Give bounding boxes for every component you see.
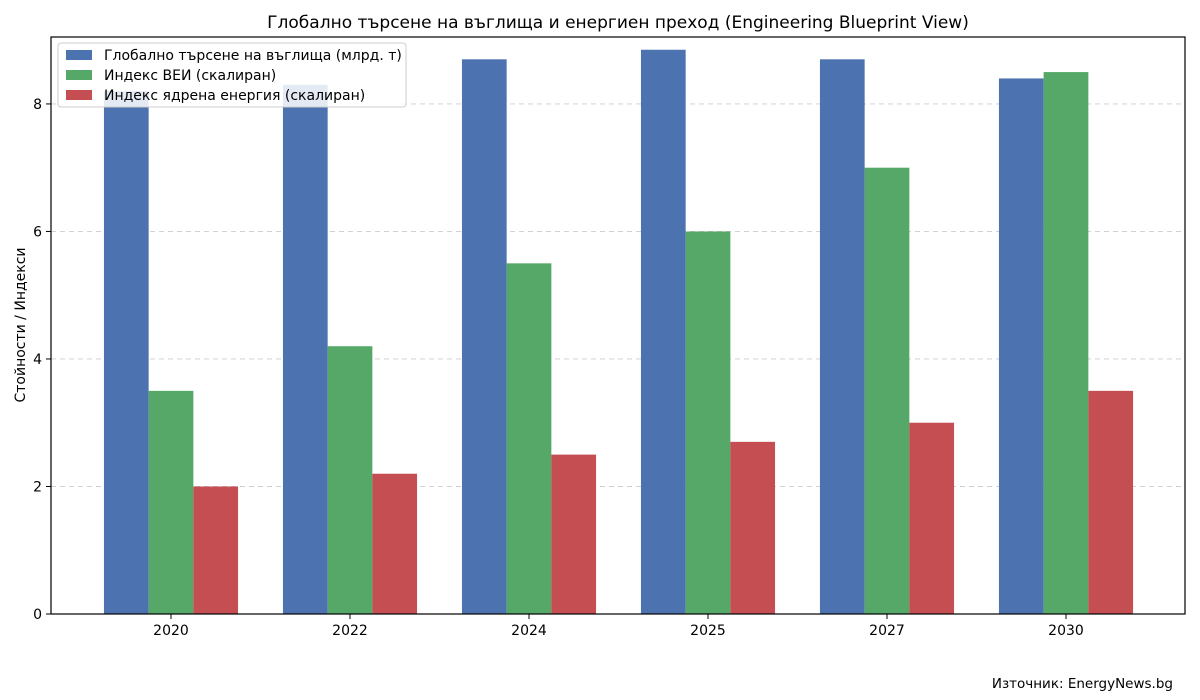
bar-coal-2025	[640, 49, 686, 614]
legend: Глобално търсене на въглища (млрд. т) Инд…	[57, 42, 407, 108]
bar-nuclear-2024	[551, 454, 597, 614]
y-tick-label: 8	[33, 97, 42, 113]
x-tick-label: 2020	[153, 623, 189, 639]
bar-coal-2030	[998, 78, 1044, 614]
legend-swatch	[66, 90, 92, 100]
legend-label: Глобално търсене на въглища (млрд. т)	[104, 48, 402, 64]
bar-res-2030	[1043, 72, 1089, 615]
bar-res-2020	[148, 390, 194, 614]
x-tick-label: 2022	[332, 623, 368, 639]
legend-label: Индекс ВЕИ (скалиран)	[104, 68, 276, 84]
source-note: Източник: EnergyNews.bg	[992, 676, 1173, 692]
y-tick-label: 6	[33, 224, 42, 240]
legend-box	[57, 42, 407, 108]
bar-nuclear-2020	[193, 486, 239, 614]
bar-coal-2027	[819, 59, 865, 614]
bar-nuclear-2025	[730, 441, 776, 614]
bar-coal-2022	[282, 84, 328, 614]
legend-swatch	[66, 50, 92, 60]
y-tick-label: 4	[33, 352, 42, 368]
x-tick-label: 2030	[1048, 623, 1084, 639]
legend-swatch	[66, 70, 92, 80]
x-tick-label: 2024	[511, 623, 547, 639]
chart-title: Глобално търсене на въглища и енергиен п…	[267, 13, 969, 33]
x-tick-label: 2027	[869, 623, 905, 639]
y-axis-label: Стойности / Индекси	[13, 247, 29, 402]
bar-res-2022	[327, 346, 373, 614]
bar-nuclear-2022	[372, 473, 418, 614]
y-tick-label: 0	[33, 607, 42, 623]
bar-res-2025	[685, 231, 731, 614]
y-axis-ticks: 0 2 4 6 8	[33, 97, 51, 623]
bar-coal-2020	[103, 91, 149, 615]
y-tick-label: 2	[33, 479, 42, 495]
bar-res-2027	[864, 167, 910, 614]
x-tick-label: 2025	[690, 623, 726, 639]
plot-frame	[50, 36, 1186, 615]
bars	[103, 49, 1134, 615]
legend-label: Индекс ядрена енергия (скалиран)	[104, 88, 365, 104]
bar-nuclear-2030	[1088, 390, 1134, 614]
bar-coal-2024	[461, 59, 507, 614]
x-axis-ticks: 2020 2022 2024 2025 2027 2030	[153, 614, 1084, 639]
bar-res-2024	[506, 263, 552, 614]
bar-nuclear-2027	[909, 422, 955, 614]
